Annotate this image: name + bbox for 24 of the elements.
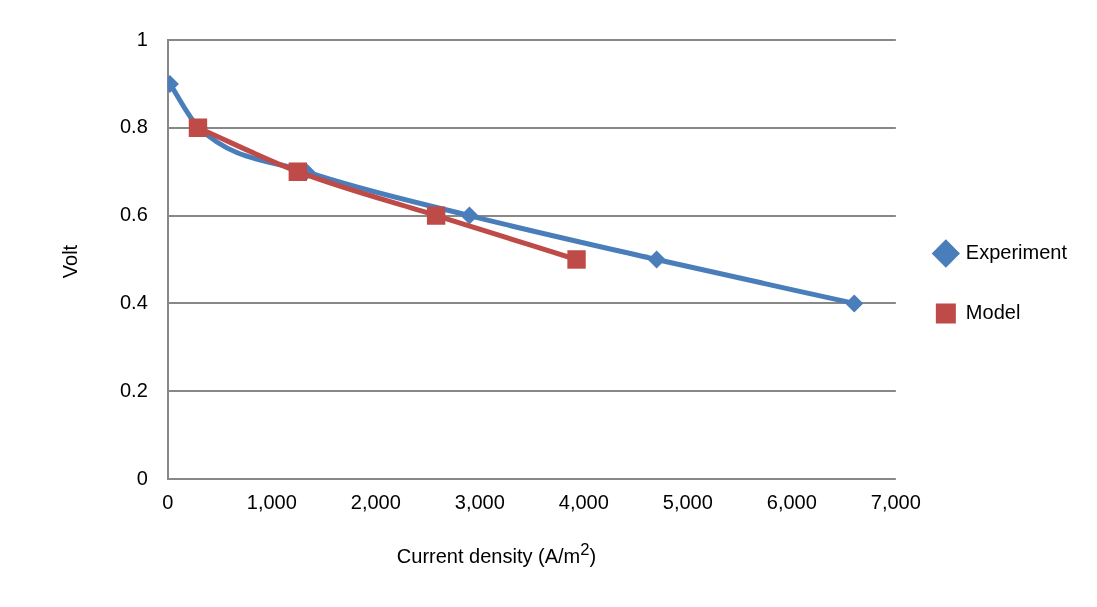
y-axis-title: Volt	[58, 243, 82, 281]
x-tick-label: 4,000	[558, 490, 609, 513]
x-tick-label: 3,000	[454, 490, 505, 513]
x-tick-label: 1,000	[246, 490, 297, 513]
x-tick-label: 2,000	[350, 490, 401, 513]
x-tick-label: 6,000	[766, 490, 817, 513]
point	[845, 294, 864, 313]
x-axis-title: Current density (A/m$^{2}$)	[395, 540, 598, 568]
x-tick-label: 0	[162, 490, 174, 513]
y-tick-label: 1	[136, 27, 148, 50]
legend-label: Model	[965, 301, 1021, 324]
point	[426, 206, 446, 225]
point	[288, 162, 307, 181]
y-tick-label: 0.8	[119, 115, 148, 138]
x-tick-label: 7,000	[870, 490, 921, 513]
y-tick-label: 0.6	[119, 203, 148, 226]
y-tick-label: 0	[136, 466, 148, 489]
y-tick-label: 0.4	[119, 290, 148, 313]
point	[647, 250, 666, 269]
point	[567, 250, 586, 269]
x-tick-label: 5,000	[662, 490, 713, 513]
point	[460, 206, 479, 225]
legend-label: Experiment	[965, 241, 1068, 264]
y-tick-label: 0.2	[119, 378, 148, 401]
